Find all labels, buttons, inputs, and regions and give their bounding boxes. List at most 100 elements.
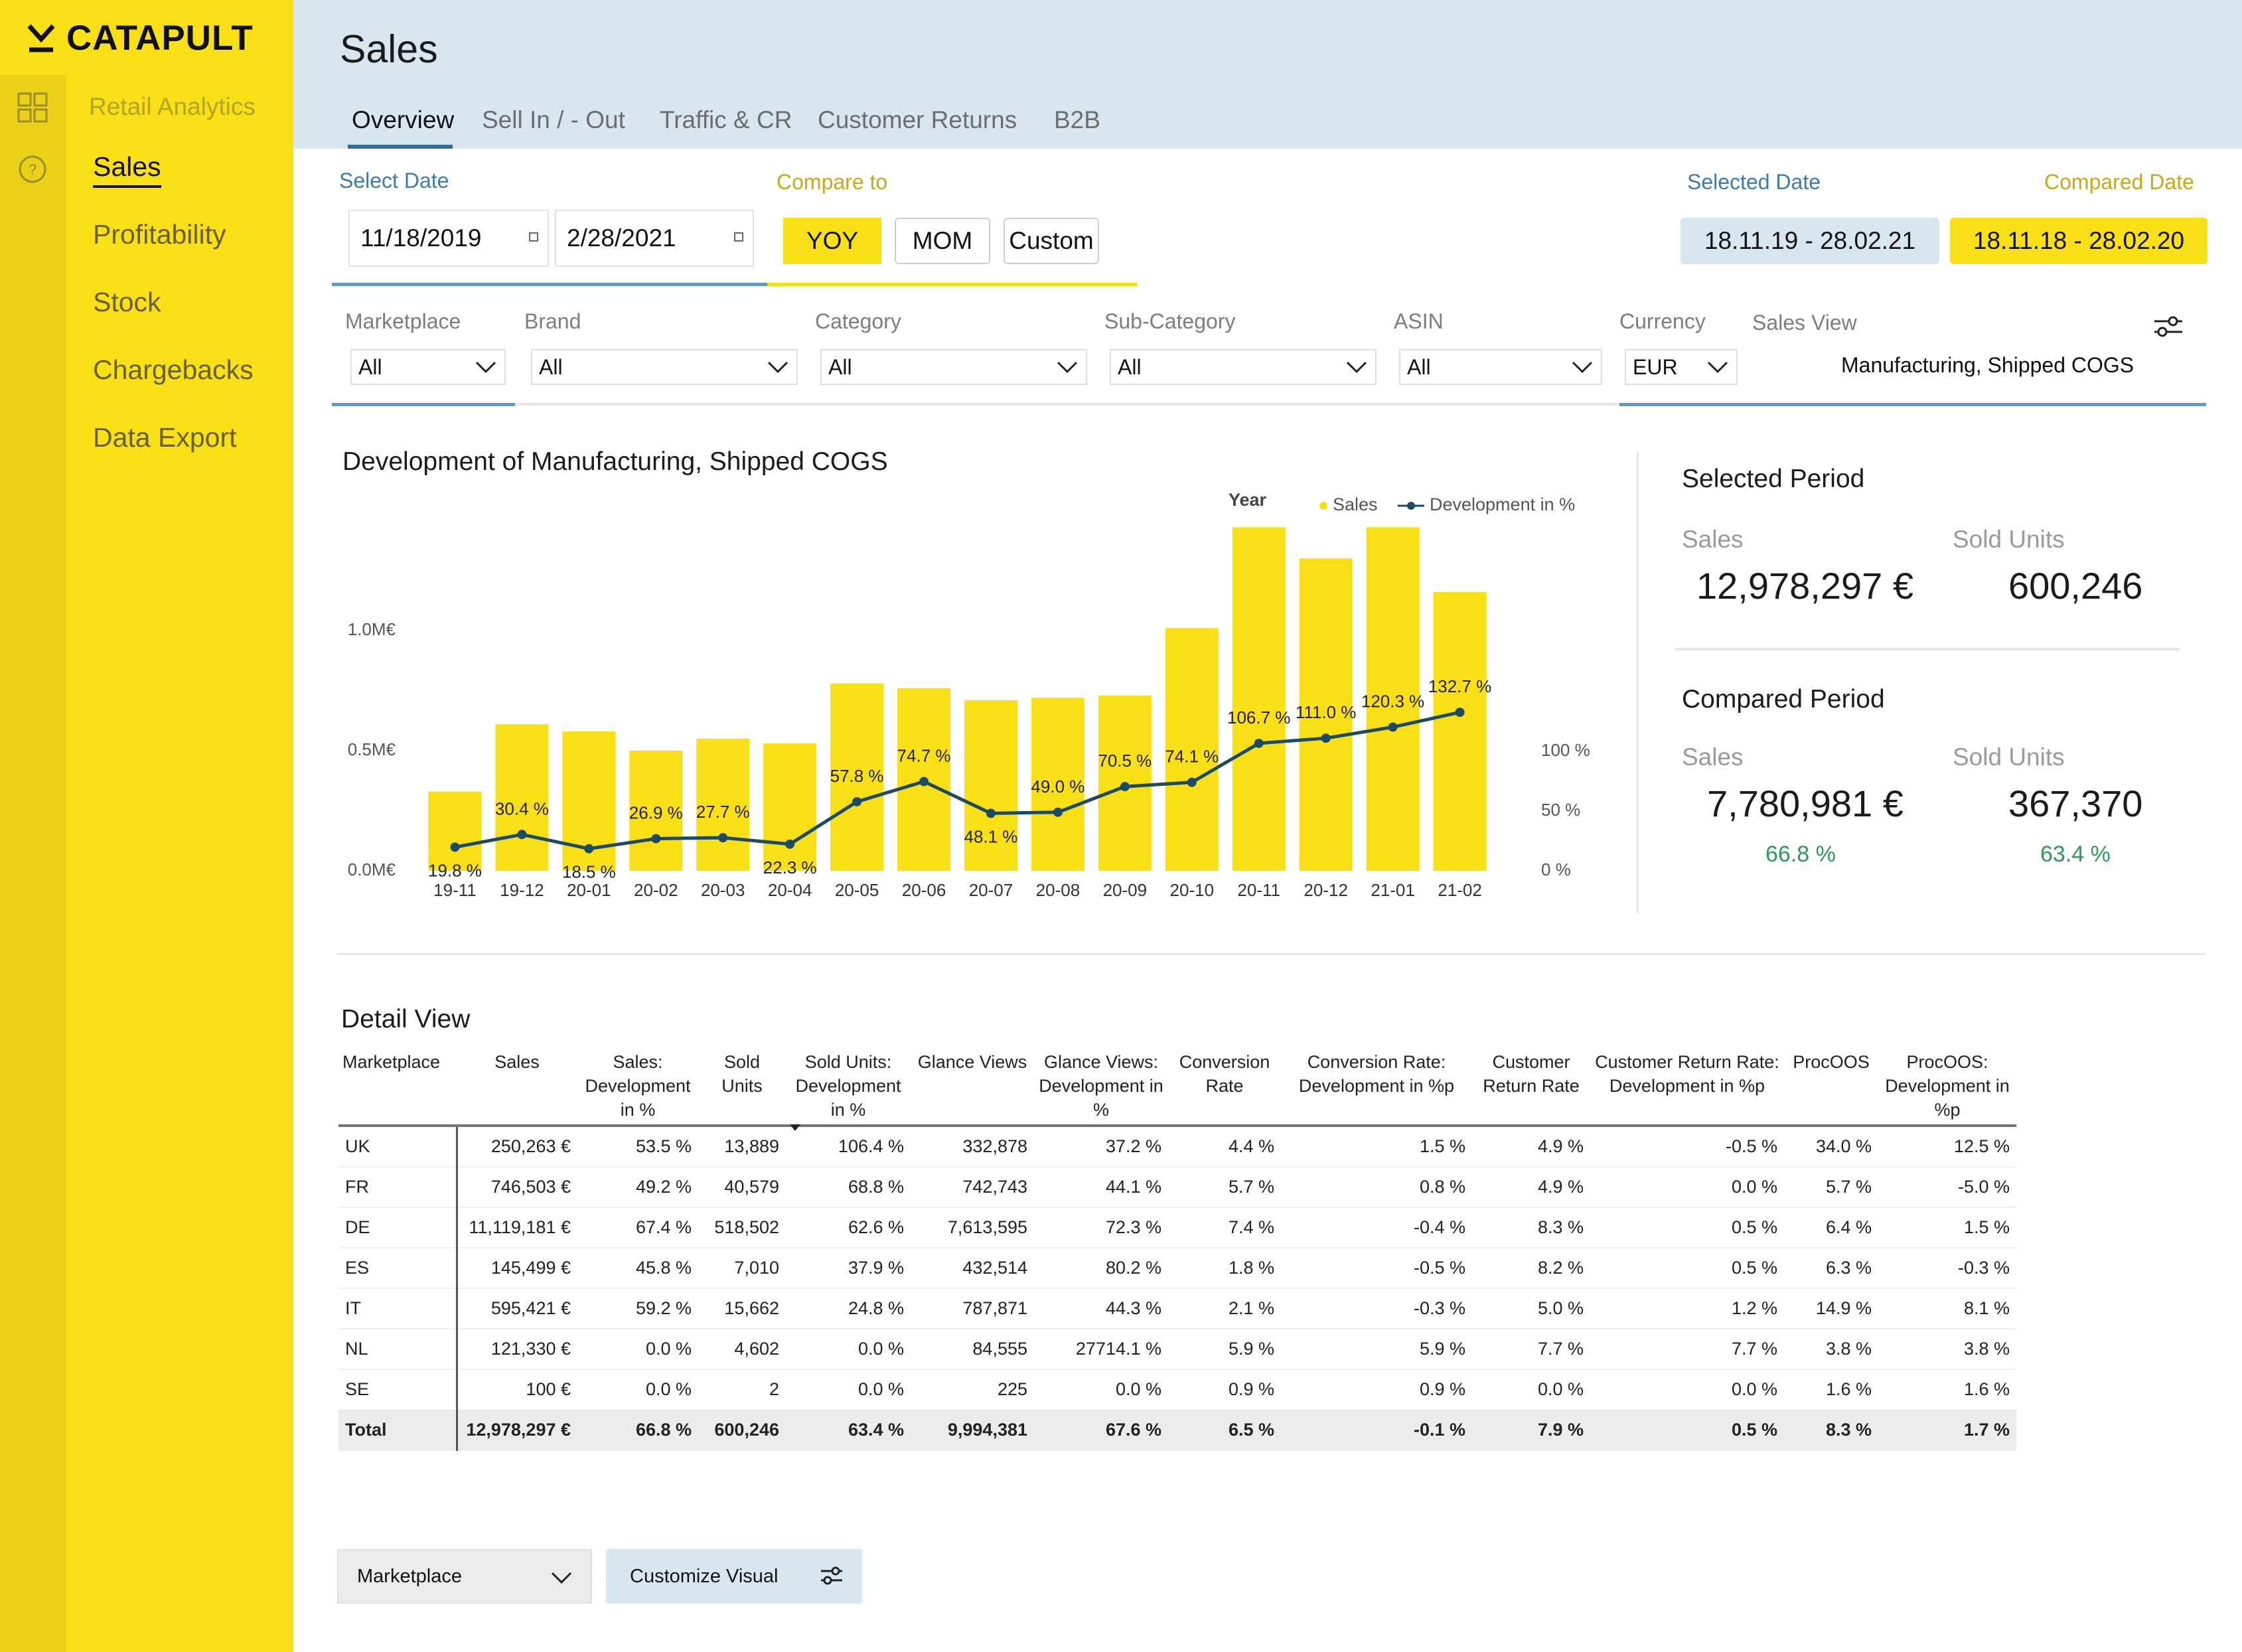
development-point[interactable]	[919, 777, 929, 787]
table-cell: 3.8 %	[1825, 1339, 1872, 1359]
development-point[interactable]	[785, 839, 795, 849]
start-date-input[interactable]: 11/18/2019	[348, 210, 549, 267]
end-date-input[interactable]: 2/28/2021	[555, 210, 754, 267]
sort-desc-icon[interactable]	[788, 1123, 802, 1132]
tab-customer-returns[interactable]: Customer Returns	[818, 106, 1017, 133]
compare-mom-button[interactable]: MOM	[895, 218, 990, 264]
date-section-underline	[332, 283, 767, 286]
sales-change-value: 66.8 %	[1765, 842, 1836, 867]
development-point[interactable]	[1254, 738, 1264, 748]
table-total-row[interactable]: Total 12,978,297 € 66.8 % 600,246 63.4 % 9,99…	[338, 1410, 2016, 1450]
development-point[interactable]	[1053, 807, 1063, 817]
development-point[interactable]	[584, 844, 594, 854]
col-customer-return-rate-dev[interactable]: Customer Return Rate: Development in %p	[1595, 1052, 1779, 1096]
sales-bar[interactable]	[763, 743, 817, 871]
tab-overview[interactable]: Overview	[352, 106, 455, 133]
development-point[interactable]	[1455, 708, 1465, 717]
table-row[interactable]: ES 145,499 € 45.8 % 7,010 37.9 % 432,514 80.2 …	[338, 1248, 2016, 1288]
development-point[interactable]	[1321, 733, 1331, 743]
table-row[interactable]: SE 100 € 0.0 % 2 0.0 % 225 0.0 % 0.9 % 0.9 % 0.0 …	[338, 1369, 2016, 1410]
grid-icon[interactable]	[16, 91, 49, 124]
compare-yoy-button[interactable]: YOY	[783, 218, 881, 264]
col-conversion-rate[interactable]: Conversion Rate	[1179, 1052, 1270, 1096]
customize-visual-button[interactable]: Customize Visual	[606, 1549, 862, 1604]
sales-bar[interactable]	[1366, 527, 1420, 871]
development-point[interactable]	[1388, 722, 1398, 732]
table-row[interactable]: DE 11,119,181 € 67.4 % 518,502 62.6 % 7,613,5…	[338, 1207, 2016, 1248]
sales-bar[interactable]	[964, 700, 1017, 871]
sales-bar[interactable]	[1299, 558, 1353, 871]
calendar-icon[interactable]	[529, 232, 538, 242]
development-point[interactable]	[651, 834, 661, 844]
sales-bar[interactable]	[495, 724, 549, 871]
subcategory-filter-value: All	[1118, 354, 1142, 379]
sales-bar[interactable]	[1165, 628, 1219, 871]
chart-legend: Year Sales Development in %	[1229, 490, 1575, 514]
sidebar-item-stock[interactable]: Stock	[93, 287, 161, 317]
col-sold-units[interactable]: Sold Units	[721, 1052, 763, 1096]
sales-bar[interactable]	[830, 683, 884, 871]
development-point[interactable]	[450, 842, 460, 852]
compared-date-badge: 18.11.18 - 28.02.20	[1950, 218, 2207, 264]
sidebar-item-data-export[interactable]: Data Export	[93, 422, 237, 453]
brand-name: CATAPULT	[66, 18, 254, 58]
development-point[interactable]	[1187, 777, 1197, 787]
col-procoos[interactable]: ProcOOS	[1793, 1052, 1870, 1072]
tab-traffic-cr[interactable]: Traffic & CR	[660, 106, 792, 133]
sales-bar[interactable]	[1031, 698, 1084, 871]
x-tick-label: 20-10	[1170, 880, 1215, 900]
sidebar-item-chargebacks[interactable]: Chargebacks	[93, 354, 254, 385]
category-filter[interactable]: All	[820, 349, 1087, 385]
sales-bar[interactable]	[1232, 527, 1286, 871]
subcategory-filter[interactable]: All	[1110, 349, 1377, 385]
sidebar-item-sales[interactable]: Sales	[93, 151, 161, 188]
table-cell: 11,119,181 €	[469, 1217, 571, 1237]
col-sold-units-dev[interactable]: Sold Units: Development in %	[786, 1047, 911, 1131]
sidebar-item-profitability[interactable]: Profitability	[93, 219, 226, 250]
sales-bar[interactable]	[696, 738, 750, 871]
legend-sales-swatch	[1319, 502, 1327, 510]
development-point[interactable]	[1120, 782, 1130, 792]
table-cell: 0.5 %	[1731, 1258, 1777, 1278]
tab-b2b[interactable]: B2B	[1054, 106, 1100, 133]
development-point[interactable]	[986, 808, 996, 818]
marketplace-dimension-select[interactable]: Marketplace	[337, 1549, 592, 1604]
brand-filter[interactable]: All	[531, 349, 798, 385]
col-marketplace[interactable]: Marketplace	[342, 1052, 441, 1072]
compared-units-label: Sold Units	[1953, 743, 2065, 771]
compare-custom-button[interactable]: Custom	[1004, 218, 1099, 264]
table-header-row: Marketplace Sales Sales: Development in …	[338, 1047, 2016, 1131]
sales-bar[interactable]	[1433, 592, 1487, 871]
calendar-icon[interactable]	[734, 232, 743, 242]
table-cell: 8.3 %	[1825, 1420, 1872, 1440]
brand-logo[interactable]: CATAPULT	[27, 15, 254, 61]
col-procoos-dev[interactable]: ProcOOS: Development in %p	[1885, 1052, 2010, 1120]
development-point[interactable]	[852, 796, 862, 806]
marketplace-filter[interactable]: All	[350, 349, 506, 385]
help-icon[interactable]: ?	[16, 153, 49, 186]
col-sales-dev[interactable]: Sales: Development in %	[585, 1052, 691, 1120]
col-glance-views[interactable]: Glance Views	[917, 1052, 1027, 1072]
table-cell: 44.3 %	[1105, 1298, 1161, 1318]
table-row[interactable]: NL 121,330 € 0.0 % 4,602 0.0 % 84,555 27714.1 …	[338, 1329, 2016, 1369]
col-conversion-rate-dev[interactable]: Conversion Rate: Development in %p	[1298, 1052, 1455, 1096]
table-row[interactable]: UK 250,263 € 53.5 % 13,889 106.4 % 332,878 37.…	[338, 1126, 2016, 1167]
detail-table-container: Marketplace Sales Sales: Development in …	[338, 1047, 2016, 1451]
development-point[interactable]	[517, 830, 527, 840]
col-glance-views-dev[interactable]: Glance Views: Development in %	[1039, 1052, 1163, 1120]
col-sales[interactable]: Sales	[494, 1052, 540, 1072]
sales-bar[interactable]	[428, 791, 482, 871]
detail-view-title: Detail View	[341, 1005, 471, 1033]
tab-sell-in-out[interactable]: Sell In / - Out	[482, 106, 625, 133]
compared-period-title: Compared Period	[1682, 685, 1885, 713]
col-customer-return-rate[interactable]: Customer Return Rate	[1483, 1052, 1580, 1096]
table-row[interactable]: FR 746,503 € 49.2 % 40,579 68.8 % 742,743 44.1…	[338, 1167, 2016, 1207]
currency-filter[interactable]: EUR	[1625, 349, 1738, 385]
development-data-label: 18.5 %	[562, 862, 616, 882]
table-row[interactable]: IT 595,421 € 59.2 % 15,662 24.8 % 787,871 44.3…	[338, 1288, 2016, 1329]
development-point[interactable]	[718, 833, 728, 843]
table-cell: 53.5 %	[635, 1136, 692, 1156]
sliders-icon[interactable]	[2152, 313, 2185, 340]
asin-filter[interactable]: All	[1399, 349, 1602, 385]
sales-bar[interactable]	[629, 751, 683, 871]
